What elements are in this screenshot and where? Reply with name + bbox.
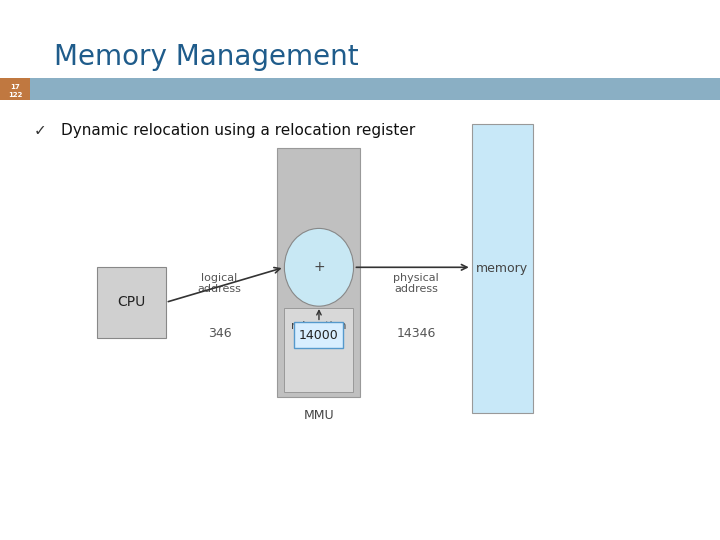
Bar	[284, 308, 353, 392]
Text: 17: 17	[10, 84, 20, 91]
Text: 14346: 14346	[397, 327, 436, 340]
Text: CPU: CPU	[117, 295, 145, 309]
Bar	[0, 78, 30, 100]
Text: ✓: ✓	[33, 123, 46, 138]
Text: MMU: MMU	[303, 409, 334, 422]
Bar	[0, 78, 720, 100]
Text: 14000: 14000	[298, 329, 338, 342]
Bar	[294, 322, 343, 348]
Text: physical
address: physical address	[393, 273, 439, 294]
Ellipse shape	[284, 228, 354, 306]
Text: 122: 122	[8, 92, 22, 98]
Bar	[277, 148, 360, 397]
Text: Memory Management: Memory Management	[54, 43, 359, 71]
Text: +: +	[313, 260, 325, 274]
Text: logical
address: logical address	[198, 273, 241, 294]
Text: Dynamic relocation using a relocation register: Dynamic relocation using a relocation re…	[61, 123, 415, 138]
Bar	[97, 267, 166, 338]
Bar	[472, 124, 533, 413]
Text: memory: memory	[476, 262, 528, 275]
Text: 346: 346	[208, 327, 231, 340]
Text: relocation
register: relocation register	[291, 321, 346, 343]
